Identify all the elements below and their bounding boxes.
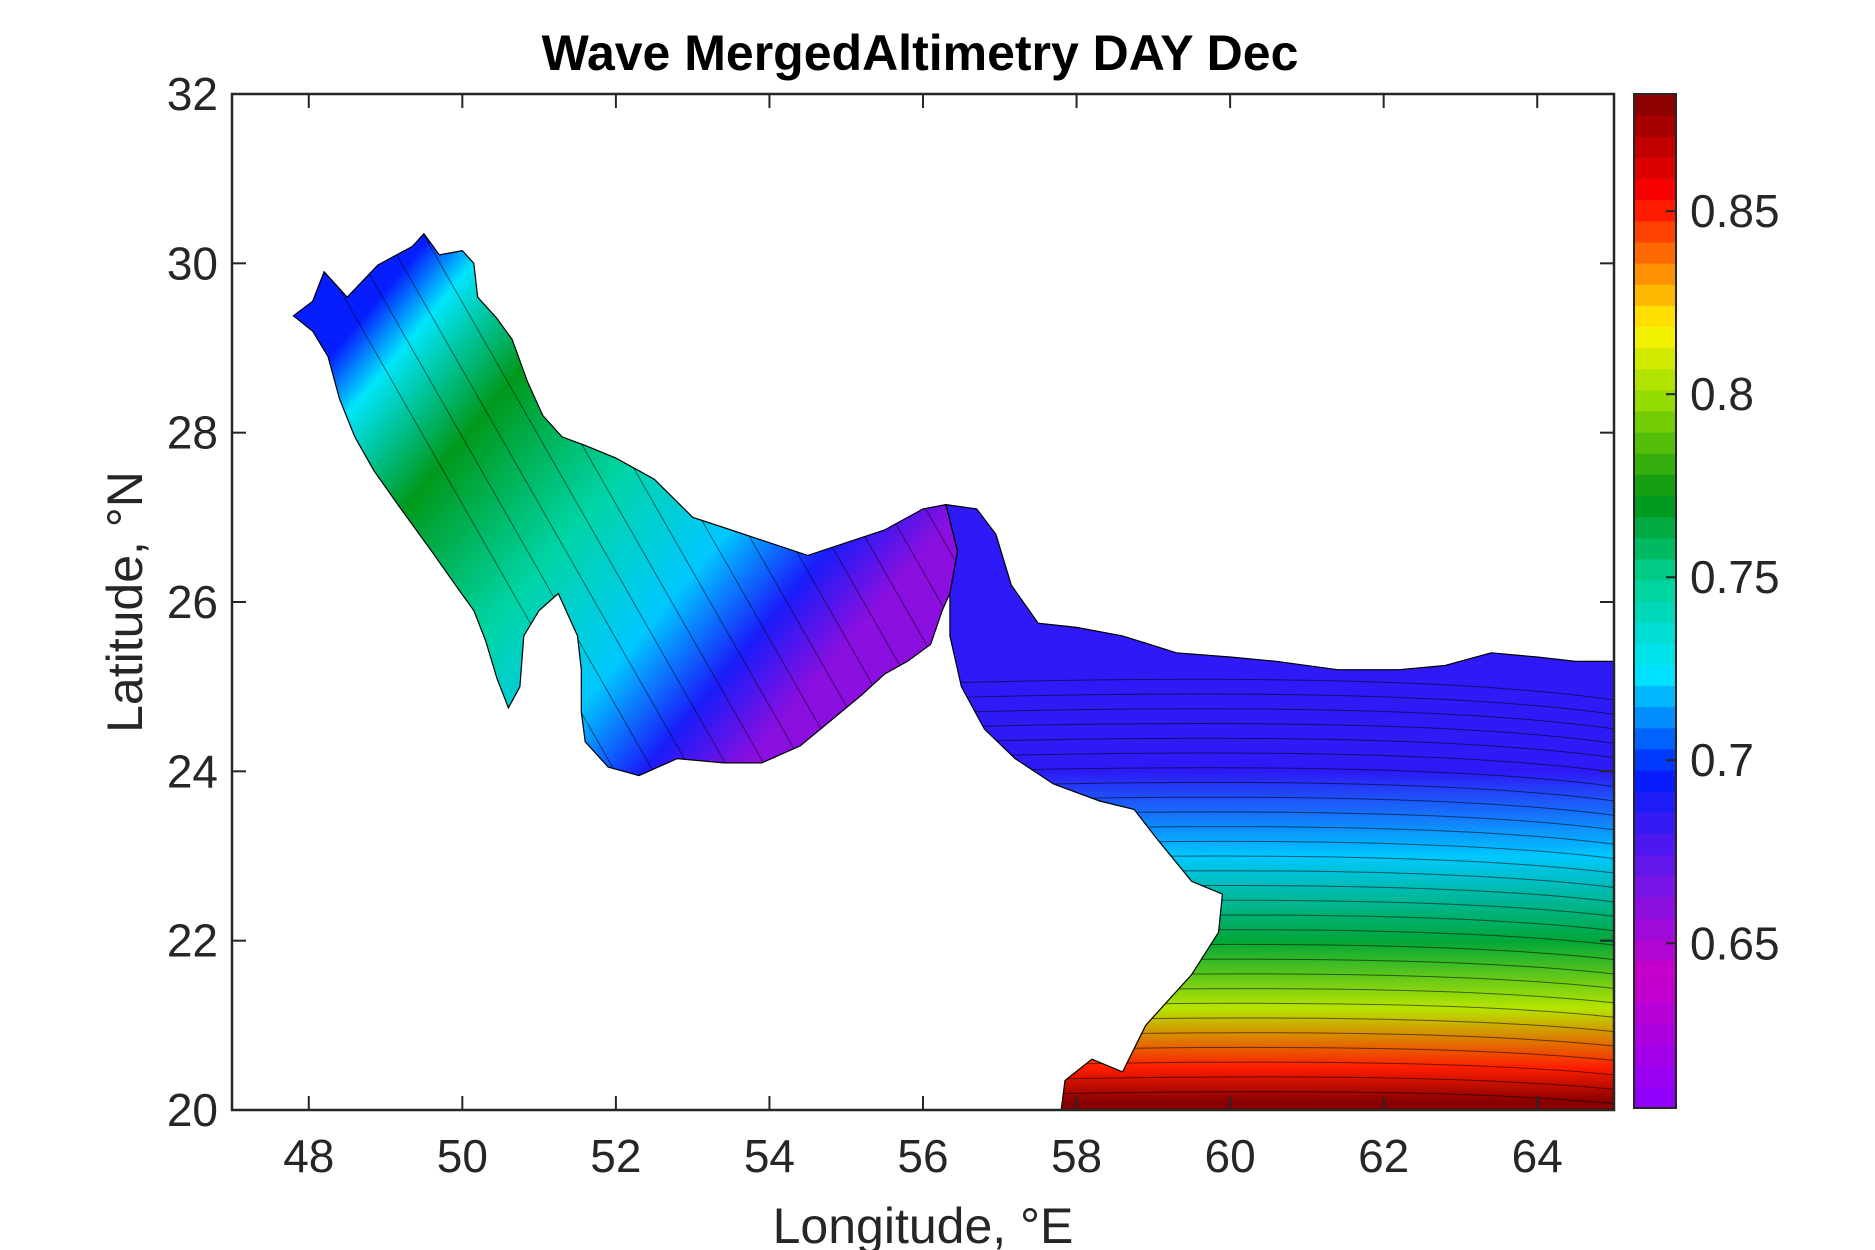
contour-line [946, 678, 1614, 703]
x-tick-label: 48 [283, 1130, 334, 1182]
colorbar-band [1634, 136, 1676, 158]
colorbar-band [1634, 368, 1676, 391]
x-tick-label: 58 [1051, 1130, 1102, 1182]
colorbar-tick-label: 0.85 [1690, 185, 1780, 237]
colorbar-band [1634, 284, 1676, 306]
colorbar-band [1634, 622, 1676, 644]
colorbar-band [1634, 770, 1676, 792]
colorbar-band [1634, 1002, 1676, 1025]
colorbar-frame [1633, 93, 1677, 1109]
colorbar-band [1634, 664, 1676, 687]
y-axis: 20 22 24 26 28 30 32 [167, 68, 1614, 1136]
colorbar-tick-label: 0.7 [1690, 734, 1754, 786]
colorbar-band [1634, 263, 1676, 285]
colorbar-band [1634, 748, 1676, 771]
contour-line [946, 737, 1614, 761]
colorbar-tick-label: 0.8 [1690, 368, 1754, 420]
colorbar-band [1634, 495, 1676, 518]
y-tick-label: 32 [167, 68, 218, 120]
colorbar-band [1634, 1065, 1676, 1088]
colorbar-band [1634, 833, 1676, 856]
colorbar-band [1634, 727, 1676, 750]
y-tick-label: 28 [167, 407, 218, 459]
colorbar-tick-label: 0.75 [1690, 551, 1780, 603]
colorbar-band [1634, 410, 1676, 433]
colorbar-band [1634, 347, 1676, 370]
sea-regions [292, 232, 1615, 1111]
contour-line [946, 781, 1614, 804]
colorbar-band [1634, 643, 1676, 665]
contour-line [946, 723, 1614, 746]
contour-line [946, 767, 1614, 790]
colorbar-band [1634, 981, 1676, 1003]
contour-line [293, 233, 654, 772]
colorbar-band [1634, 537, 1676, 560]
colorbar-band [1634, 326, 1676, 349]
colorbar-band [1634, 220, 1676, 243]
x-tick-label: 56 [897, 1130, 948, 1182]
x-axis-label: Longitude, °E [773, 1198, 1074, 1250]
colorbar-band [1634, 199, 1676, 222]
x-tick-label: 62 [1358, 1130, 1409, 1182]
contour-line [349, 233, 731, 772]
colorbar-band [1634, 1086, 1676, 1109]
colorbar-band [1634, 474, 1676, 496]
contour-line [946, 752, 1614, 775]
contour-line [946, 693, 1614, 718]
colorbar-band [1634, 685, 1676, 708]
colorbar-band [1634, 305, 1676, 327]
colorbar-band [1634, 241, 1676, 264]
colorbar-band [1634, 178, 1676, 201]
x-tick-label: 54 [744, 1130, 795, 1182]
colorbar-band [1634, 812, 1676, 834]
colorbar-band [1634, 1044, 1676, 1067]
y-tick-label: 24 [167, 745, 218, 797]
x-axis: 48 50 52 54 56 58 60 62 64 [283, 94, 1563, 1182]
y-tick-label: 30 [167, 237, 218, 289]
y-tick-label: 20 [167, 1084, 218, 1136]
colorbar-tick-label: 0.65 [1690, 917, 1780, 969]
y-axis-label: Latitude, °N [97, 471, 153, 733]
map-title: Wave MergedAltimetry DAY Dec [542, 25, 1299, 81]
colorbar: 0.65 0.7 0.75 0.8 0.85 [1633, 93, 1780, 1109]
colorbar-band [1634, 1023, 1676, 1046]
colorbar-band [1634, 939, 1676, 961]
colorbar-band [1634, 706, 1676, 729]
colorbar-band [1634, 960, 1676, 982]
colorbar-band [1634, 854, 1676, 877]
colorbar-band [1634, 516, 1676, 539]
x-tick-label: 50 [437, 1130, 488, 1182]
colorbar-band [1634, 453, 1676, 475]
colorbar-band [1634, 115, 1676, 137]
colorbar-band [1634, 917, 1676, 940]
colorbar-band [1634, 791, 1676, 813]
persian-gulf-region [292, 232, 959, 777]
colorbar-band [1634, 579, 1676, 602]
colorbar-band [1634, 875, 1676, 898]
colorbar-band [1634, 389, 1676, 412]
colorbar-band [1634, 94, 1676, 116]
x-tick-label: 52 [590, 1130, 641, 1182]
x-tick-label: 60 [1205, 1130, 1256, 1182]
contour-line [311, 233, 693, 772]
colorbar-band [1634, 432, 1676, 454]
contour-line [946, 708, 1614, 732]
y-tick-label: 22 [167, 915, 218, 967]
y-tick-label: 26 [167, 576, 218, 628]
colorbar-band [1634, 601, 1676, 623]
colorbar-band [1634, 558, 1676, 581]
colorbar-band [1634, 896, 1676, 919]
x-tick-label: 64 [1512, 1130, 1563, 1182]
colorbar-band [1634, 157, 1676, 180]
